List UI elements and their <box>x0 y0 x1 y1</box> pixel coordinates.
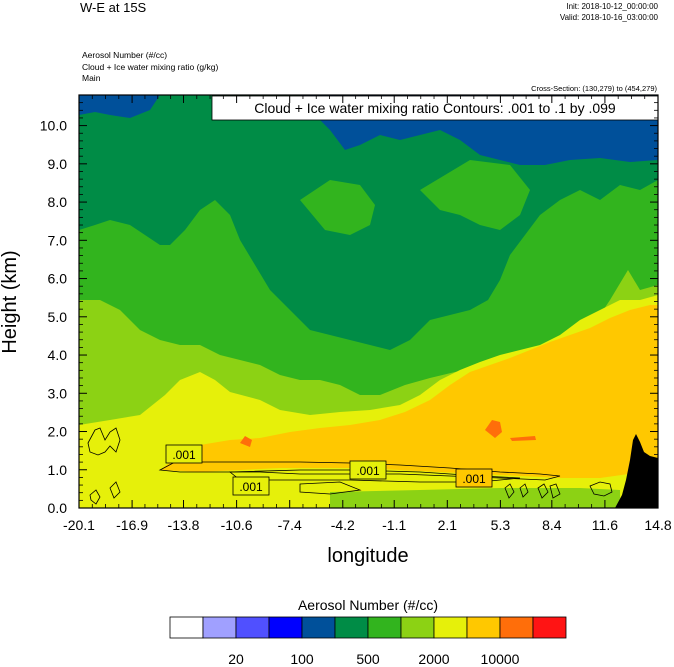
colorbar-swatch <box>532 616 567 639</box>
colorbar-swatch <box>334 616 369 639</box>
contour-info-text: Cloud + Ice water mixing ratio Contours:… <box>254 100 616 116</box>
colorbar-title: Aerosol Number (#/cc) <box>298 597 438 613</box>
field-label-cloud: Cloud + Ice water mixing ratio (g/kg) <box>82 62 218 72</box>
x-tick-label: 5.3 <box>491 517 511 533</box>
y-tick-label: 2.0 <box>48 424 68 440</box>
x-tick-label: 14.8 <box>644 517 671 533</box>
y-tick-label: 8.0 <box>48 194 68 210</box>
y-axis: 0.0 1.0 2.0 3.0 4.0 5.0 6.0 7.0 8.0 9.0 10.0 <box>40 94 658 516</box>
colorbar-label: 20 <box>228 651 244 667</box>
field-patch-darkorange-2 <box>240 436 252 447</box>
field-patch-blue-left <box>79 95 160 118</box>
contour-label-1: .001 <box>165 444 203 464</box>
x-axis-title: longitude <box>327 545 408 567</box>
contour-label-text: .001 <box>239 480 263 494</box>
colorbar-label: 2000 <box>418 651 449 667</box>
y-tick-label: 0.0 <box>48 500 68 516</box>
contour-label-text: .001 <box>356 464 380 478</box>
colorbar-swatch <box>169 616 204 639</box>
contour-label-box <box>455 468 493 488</box>
field-patch-green-mid <box>300 180 375 235</box>
valid-time: Valid: 2018-10-16_03:00:00 <box>560 13 659 22</box>
x-tick-label: -7.4 <box>278 517 302 533</box>
y-tick-label: 5.0 <box>48 309 68 325</box>
contour-label-4: .001 <box>455 468 493 488</box>
colorbar-label: 100 <box>290 651 314 667</box>
x-tick-label: -1.1 <box>382 517 406 533</box>
contour-label-text: .001 <box>172 448 196 462</box>
y-tick-label: 1.0 <box>48 462 68 478</box>
colorbar-labels: 20 100 500 2000 10000 <box>228 651 519 667</box>
x-tick-label: 11.6 <box>592 517 618 533</box>
colorbar-label: 10000 <box>481 651 520 667</box>
colorbar-swatch <box>301 616 336 639</box>
field-label-aerosol: Aerosol Number (#/cc) <box>82 50 167 60</box>
field-patch-darkorange-3 <box>510 436 536 441</box>
field-patch-darkorange-1 <box>485 420 502 438</box>
x-axis: -20.1 -16.9 -13.8 -10.6 -7.4 -4.2 -1.1 2.1 5.3 8.… <box>63 95 672 533</box>
colorbar-swatch <box>367 616 402 639</box>
colorbar-swatch <box>499 616 534 639</box>
x-tick-label: -20.1 <box>63 517 95 533</box>
colorbar-swatch <box>202 616 237 639</box>
contour-label-box <box>349 460 387 480</box>
contour-label-3: .001 <box>349 460 387 480</box>
y-tick-label: 9.0 <box>48 156 68 172</box>
colorbar-swatch <box>400 616 435 639</box>
y-tick-label: 4.0 <box>48 347 68 363</box>
init-time: Init: 2018-10-12_00:00:00 <box>566 2 658 11</box>
colorbar-swatch <box>235 616 270 639</box>
x-tick-label: -16.9 <box>116 517 148 533</box>
x-tick-label: -4.2 <box>331 517 355 533</box>
colorbar-swatch <box>466 616 501 639</box>
terrain <box>615 434 658 508</box>
x-tick-label: -13.8 <box>168 517 200 533</box>
plot-area: .001 .001 .001 .001 <box>79 95 658 508</box>
field-layer-orange <box>160 305 658 478</box>
colorbar-swatch <box>268 616 303 639</box>
cross-section-label: Cross-Section: (130,279) to (454,279) <box>531 84 657 93</box>
colorbar-swatch <box>433 616 468 639</box>
field-label-main: Main <box>82 73 101 83</box>
x-tick-label: 8.4 <box>542 517 562 533</box>
y-tick-label: 10.0 <box>40 118 67 134</box>
contour-label-box <box>232 476 270 496</box>
field-patch-green-upper <box>420 160 530 230</box>
contour-info-box <box>211 95 659 121</box>
colorbar <box>169 616 567 639</box>
cloud-contours <box>87 427 613 505</box>
y-tick-label: 3.0 <box>48 385 68 401</box>
x-tick-label: 2.1 <box>438 517 458 533</box>
contour-label-text: .001 <box>462 472 486 486</box>
x-tick-label: -10.6 <box>221 517 253 533</box>
colorbar-label: 500 <box>356 651 380 667</box>
figure-title: W-E at 15S <box>80 0 147 15</box>
contour-label-2: .001 <box>232 476 270 496</box>
y-tick-label: 6.0 <box>48 271 68 287</box>
y-axis-title: Height (km) <box>0 250 21 353</box>
contour-label-box <box>165 444 203 464</box>
y-tick-label: 7.0 <box>48 232 68 248</box>
